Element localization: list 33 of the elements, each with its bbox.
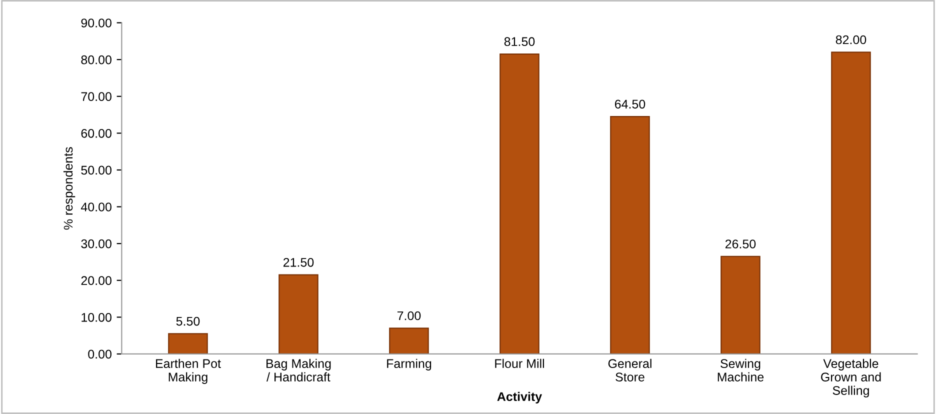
x-tick-label: Farming	[387, 358, 432, 370]
y-tick-label: 70.00	[81, 92, 112, 102]
bar	[278, 274, 318, 354]
data-label: 5.50	[176, 316, 200, 326]
y-tick-label: 40.00	[80, 202, 112, 212]
x-tick-label: Bag Making / Handicraft	[266, 358, 331, 382]
bar	[610, 116, 650, 354]
x-tick-label: General Store	[608, 358, 652, 382]
x-axis-title: Activity	[497, 392, 542, 404]
y-tick-label: 0.00	[88, 350, 112, 359]
y-tick-label: 10.00	[82, 312, 112, 322]
y-tick-label: 80.00	[81, 55, 112, 64]
y-tick-label: 50.00	[81, 166, 112, 175]
y-tick-label: 30.00	[81, 239, 112, 248]
data-label: 7.00	[397, 311, 421, 320]
bar	[831, 52, 871, 354]
data-label: 81.50	[504, 37, 535, 46]
y-tick-label: 60.00	[81, 128, 112, 138]
bar	[389, 328, 429, 354]
y-tick-label: 20.00	[81, 276, 112, 286]
data-label: 26.50	[725, 240, 756, 248]
bar	[500, 53, 540, 354]
data-label: 64.50	[614, 100, 646, 109]
data-label: 82.00	[836, 35, 866, 44]
y-axis-title: % respondents	[63, 147, 76, 230]
data-label: 21.50	[283, 258, 314, 267]
x-tick-label: Earthen Pot Making	[156, 358, 221, 384]
bar	[720, 256, 760, 354]
x-tick-label: Vegetable Grown and Selling	[821, 358, 881, 398]
x-tick-label: Flour Mill	[495, 358, 544, 368]
y-tick-label: 90.00	[81, 18, 112, 28]
x-tick-label: Sewing Machine	[718, 358, 764, 382]
bar	[168, 333, 208, 354]
